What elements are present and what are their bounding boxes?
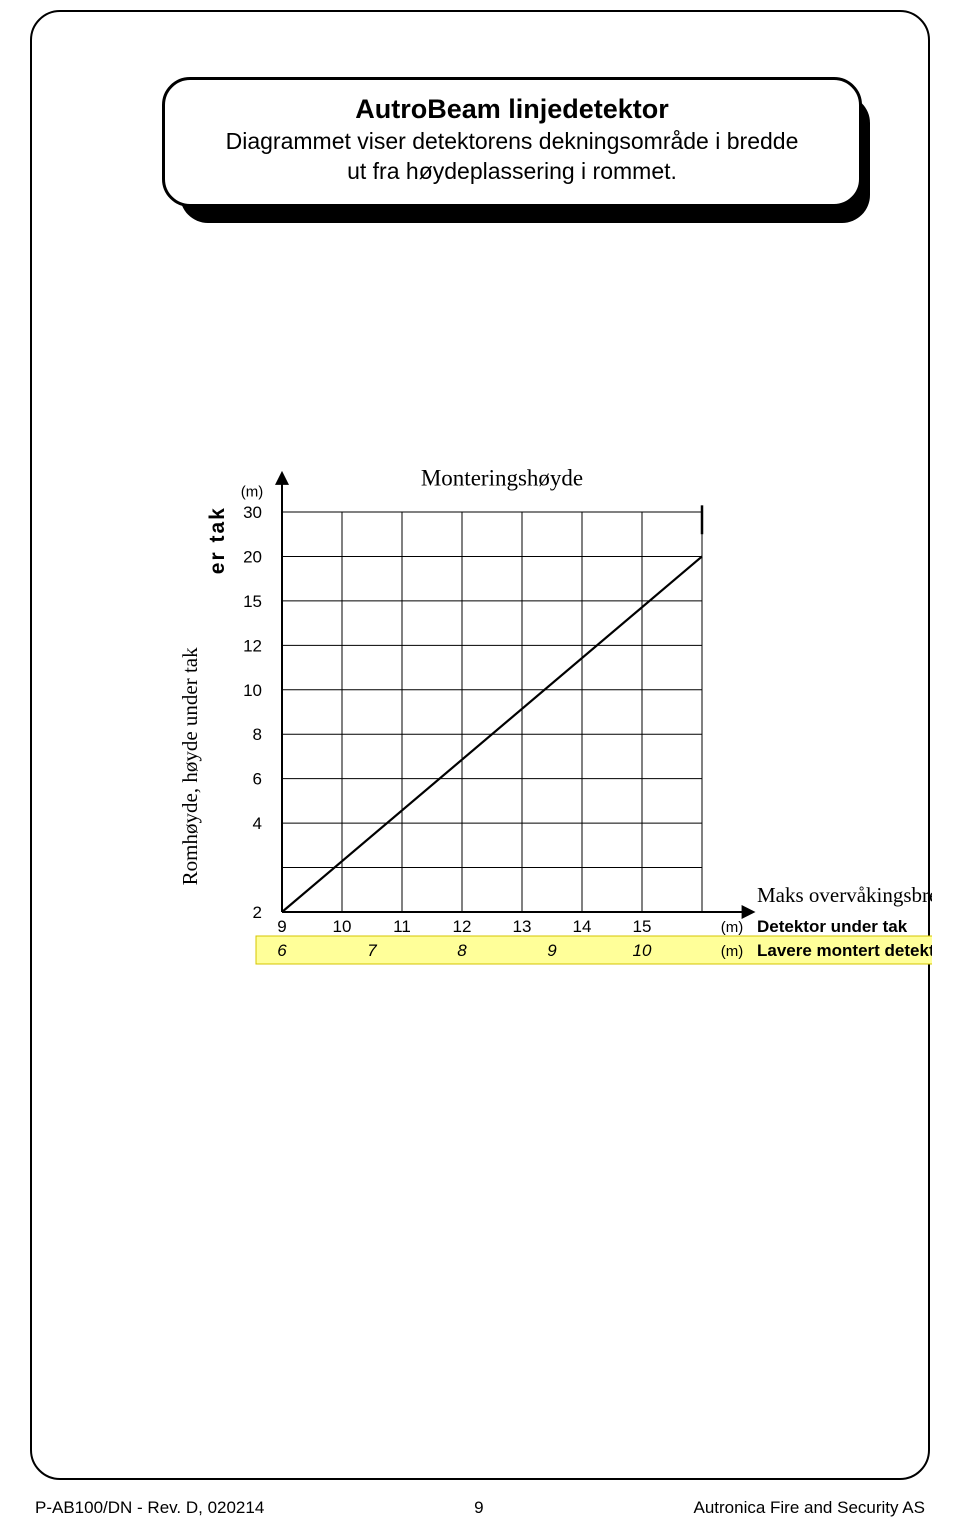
svg-text:(m): (m) [721,919,744,936]
svg-text:Detektor under tak: Detektor under tak [757,917,908,936]
svg-text:Maks overvåkingsbredde: Maks overvåkingsbredde [757,883,932,907]
footer-center: 9 [474,1498,483,1518]
svg-text:9: 9 [547,941,557,960]
svg-text:12: 12 [453,917,472,936]
svg-text:(m): (m) [241,483,264,500]
svg-text:(m): (m) [721,943,744,960]
svg-text:30: 30 [243,503,262,522]
page-frame: de AutroBeam linjedetektor Diagrammet vi… [30,10,930,1480]
svg-text:10: 10 [633,941,652,960]
svg-text:Lavere montert detektor: Lavere montert detektor [757,941,932,960]
svg-text:4: 4 [253,814,262,833]
footer: P-AB100/DN - Rev. D, 020214 9 Autronica … [0,1498,960,1518]
title: AutroBeam linjedetektor [205,94,819,125]
svg-text:6: 6 [277,941,287,960]
footer-left: P-AB100/DN - Rev. D, 020214 [35,1498,264,1518]
chart-area: Monteringshøyde (m) 30 20 15 12 10 8 6 4 2 Romhøyde… [152,442,932,992]
svg-text:14: 14 [573,917,592,936]
svg-text:15: 15 [243,592,262,611]
svg-text:er tak: er tak [206,506,229,574]
svg-text:10: 10 [243,681,262,700]
svg-text:20: 20 [243,547,262,566]
footer-right: Autronica Fire and Security AS [693,1498,925,1518]
svg-text:7: 7 [367,941,377,960]
svg-text:13: 13 [513,917,532,936]
svg-text:2: 2 [253,903,262,922]
title-box: AutroBeam linjedetektor Diagrammet viser… [162,77,862,207]
svg-text:9: 9 [277,917,286,936]
svg-text:8: 8 [253,725,262,744]
subtitle-line2: ut fra høydeplassering i rommet. [205,157,819,187]
svg-text:Romhøyde, høyde under tak: Romhøyde, høyde under tak [178,647,202,885]
chart-svg: Monteringshøyde (m) 30 20 15 12 10 8 6 4 2 Romhøyde… [152,442,932,992]
svg-text:11: 11 [393,917,411,936]
subtitle-line1: Diagrammet viser detektorens dekningsomr… [205,127,819,157]
svg-text:15: 15 [633,917,652,936]
svg-text:Monteringshøyde: Monteringshøyde [421,465,583,490]
svg-text:6: 6 [253,770,262,789]
svg-text:8: 8 [457,941,467,960]
svg-text:10: 10 [333,917,352,936]
svg-text:12: 12 [243,636,262,655]
title-box-wrap: AutroBeam linjedetektor Diagrammet viser… [162,77,862,217]
